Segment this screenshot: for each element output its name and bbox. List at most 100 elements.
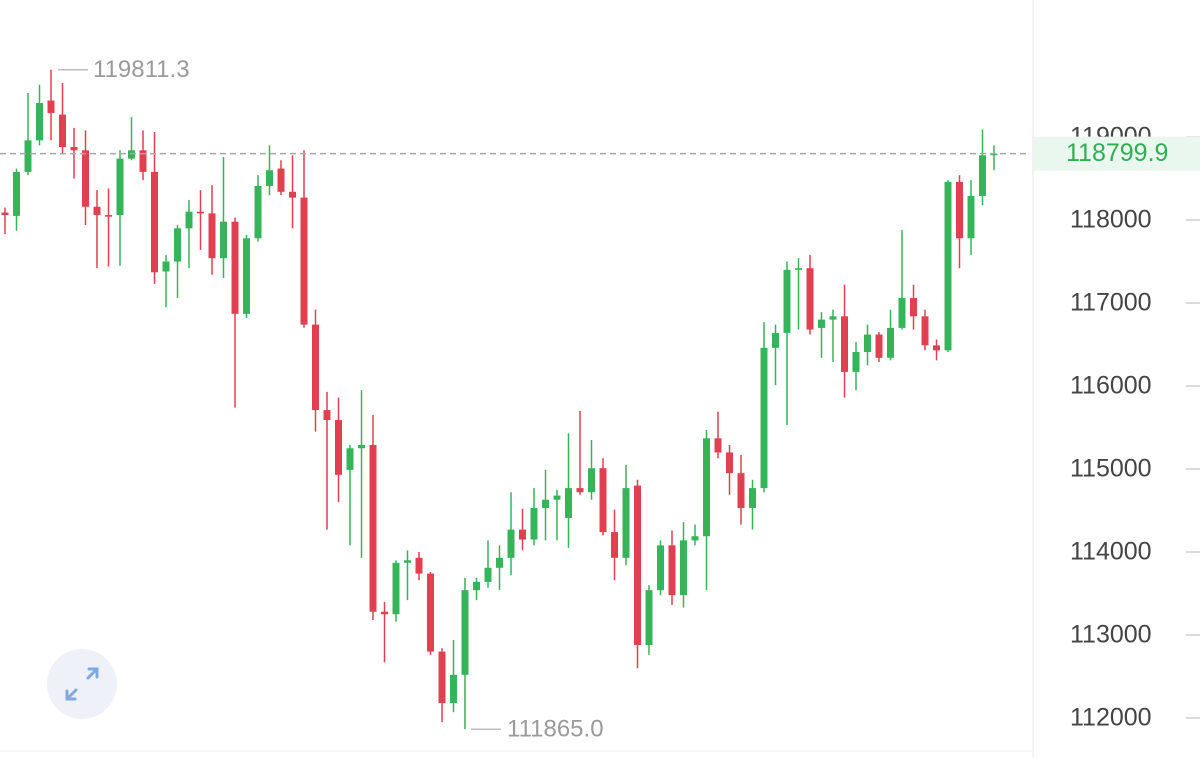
candle-body — [553, 495, 561, 500]
last-price-tag — [1034, 136, 1200, 171]
candle-body — [898, 298, 906, 328]
candle-body — [496, 557, 503, 568]
candle-body — [749, 488, 756, 509]
candle-body — [726, 452, 733, 474]
candle-body — [783, 269, 791, 333]
candle-body — [197, 211, 204, 214]
candle-body — [542, 499, 549, 509]
y-tick-label: 116000 — [1070, 372, 1152, 400]
candle-body — [703, 438, 710, 537]
candle-body — [254, 185, 262, 239]
candle-body — [852, 351, 860, 372]
candle-body — [737, 473, 745, 509]
candle-body — [59, 114, 66, 147]
candle-body — [519, 529, 526, 540]
candle-body — [82, 150, 89, 207]
candle-body — [1, 212, 9, 216]
candle-body — [346, 448, 354, 470]
candle-body — [323, 410, 331, 421]
candle-body — [507, 529, 515, 558]
candle-body — [875, 334, 883, 358]
candle-body — [668, 545, 676, 596]
candle-body — [392, 562, 400, 615]
candle-body — [404, 560, 411, 563]
candle-body — [760, 347, 768, 489]
y-tick-label: 113000 — [1070, 621, 1152, 649]
candle-body — [933, 345, 940, 351]
candle-body — [864, 334, 871, 352]
candle-body — [13, 171, 20, 216]
candle-body — [220, 221, 227, 259]
candle-body — [185, 211, 193, 229]
high-label: 119811.3 — [93, 56, 190, 83]
annotations: 119811.3 111865.0 118799.9 — [0, 56, 1200, 743]
candle-body — [956, 181, 963, 239]
candle-body — [944, 181, 952, 351]
low-label: 111865.0 — [507, 716, 604, 743]
candle-body — [415, 557, 423, 574]
y-tick-label: 112000 — [1070, 704, 1152, 732]
candle-body — [806, 268, 814, 330]
candle-body — [680, 540, 687, 596]
candle-body — [139, 150, 147, 172]
candle-body — [565, 488, 572, 518]
candle-body — [841, 316, 848, 372]
y-tick-label: 114000 — [1070, 538, 1152, 566]
candle-body — [657, 545, 664, 591]
candle-body — [335, 420, 342, 475]
candle-body — [714, 438, 722, 453]
candle-body — [105, 215, 112, 217]
candle-body — [967, 195, 975, 239]
candle-body — [369, 444, 377, 612]
candle-body — [151, 171, 158, 273]
candle-body — [921, 316, 929, 346]
expand-button-bg[interactable] — [47, 649, 117, 719]
candle-body — [162, 261, 170, 272]
candle-body — [887, 327, 894, 358]
candle-body — [231, 221, 239, 314]
candle-body — [174, 228, 181, 262]
candle-body — [461, 590, 469, 675]
candle-body — [289, 191, 296, 198]
candle-body — [70, 146, 78, 151]
candle-body — [47, 100, 55, 113]
candle-body — [588, 468, 595, 493]
candle-body — [484, 567, 492, 582]
candle-body — [772, 332, 779, 348]
candle-body — [910, 298, 917, 317]
candle-body — [128, 150, 135, 159]
candle-body — [611, 532, 618, 558]
candle-body — [990, 153, 998, 156]
candle-body — [795, 268, 802, 270]
candle-body — [277, 168, 285, 192]
candle-body — [208, 213, 216, 259]
candle-body — [438, 651, 446, 704]
expand-button[interactable] — [47, 649, 117, 719]
candle-body — [622, 488, 630, 558]
candle-body — [530, 508, 538, 540]
last-price-label: 118799.9 — [1066, 139, 1168, 167]
candle-body — [450, 674, 457, 704]
candle-body — [300, 197, 308, 325]
candle-body — [576, 488, 584, 493]
candle-body — [645, 590, 653, 645]
candle-body — [358, 444, 365, 449]
candle-body — [829, 316, 837, 320]
expand-icon — [65, 667, 99, 701]
y-tick-label: 118000 — [1070, 206, 1152, 234]
y-axis: 112000 113000 114000 115000 116000 117000 1180… — [1070, 123, 1200, 732]
candle-body — [36, 102, 43, 141]
candle-body — [116, 158, 124, 216]
candle-body — [979, 155, 986, 196]
candles — [1, 69, 998, 730]
candle-body — [473, 581, 480, 591]
candle-body — [381, 611, 388, 615]
candle-body — [634, 485, 641, 645]
candle-body — [266, 170, 273, 186]
y-tick-label: 117000 — [1070, 289, 1152, 317]
candle-body — [691, 536, 699, 541]
candle-body — [599, 468, 607, 533]
